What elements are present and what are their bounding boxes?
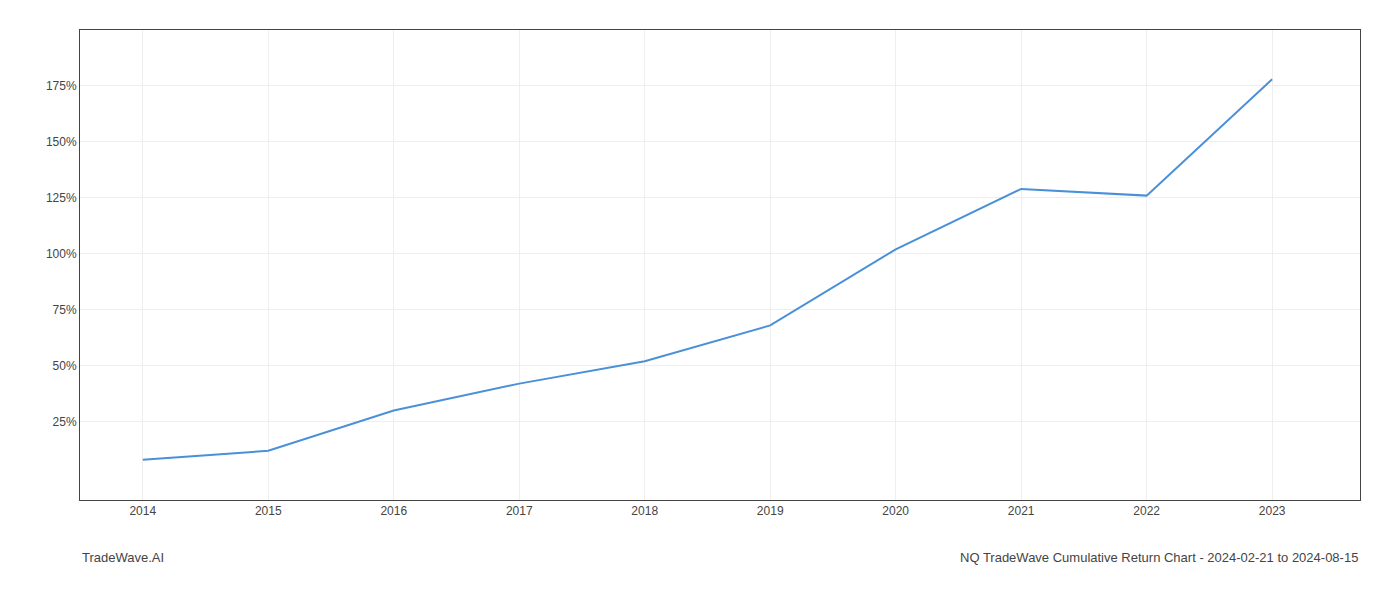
- svg-text:75%: 75%: [53, 303, 77, 317]
- svg-text:25%: 25%: [53, 415, 77, 429]
- svg-text:NQ TradeWave Cumulative Return: NQ TradeWave Cumulative Return Chart - 2…: [960, 550, 1358, 565]
- svg-text:2017: 2017: [506, 504, 533, 518]
- svg-text:2021: 2021: [1008, 504, 1035, 518]
- svg-text:50%: 50%: [53, 359, 77, 373]
- svg-text:2020: 2020: [882, 504, 909, 518]
- svg-text:TradeWave.AI: TradeWave.AI: [82, 550, 164, 565]
- svg-text:2015: 2015: [255, 504, 282, 518]
- svg-text:2023: 2023: [1259, 504, 1286, 518]
- svg-text:2022: 2022: [1133, 504, 1160, 518]
- svg-text:2014: 2014: [129, 504, 156, 518]
- svg-text:100%: 100%: [46, 247, 77, 261]
- svg-text:175%: 175%: [46, 79, 77, 93]
- svg-text:125%: 125%: [46, 191, 77, 205]
- svg-text:2018: 2018: [631, 504, 658, 518]
- svg-text:2016: 2016: [380, 504, 407, 518]
- svg-text:2019: 2019: [757, 504, 784, 518]
- svg-text:150%: 150%: [46, 135, 77, 149]
